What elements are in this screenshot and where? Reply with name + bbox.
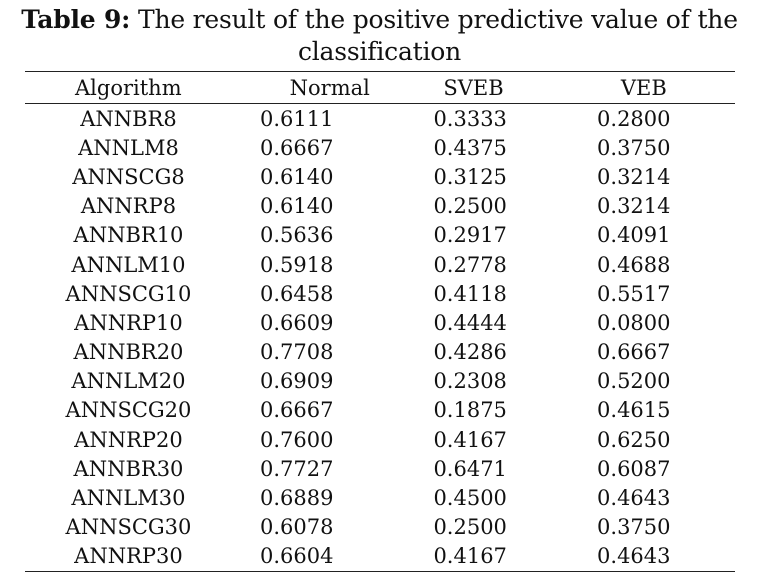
header-rule [25,103,735,104]
cell-normal: 0.6889 [259,486,334,511]
cell-sveb: 0.4167 [433,544,507,569]
cell-algorithm: ANNSCG8 [72,164,185,189]
cell-veb: 0.6087 [597,456,671,481]
cell-veb: 0.4643 [597,544,671,569]
cell-normal: 0.6111 [259,106,334,131]
cell-sveb: 0.2500 [433,515,507,540]
table-row: ANNRP10 0.6609 0.4444 0.0800 [25,308,735,337]
cell-sveb: 0.2500 [433,194,507,219]
cell-algorithm: ANNSCG30 [65,515,192,540]
cell-algorithm: ANNBR8 [80,106,177,131]
cell-sveb: 0.4444 [433,310,507,335]
cell-veb: 0.0800 [597,310,671,335]
cell-veb: 0.3214 [597,194,671,219]
cell-normal: 0.5636 [259,223,334,248]
cell-algorithm: ANNRP30 [74,544,183,569]
cell-sveb: 0.2778 [433,252,507,277]
cell-sveb: 0.3333 [433,106,507,131]
cell-sveb: 0.4167 [433,427,507,452]
cell-sveb: 0.4118 [433,281,507,306]
results-table: Algorithm Normal SVEB VEB ANNBR8 0.6111 0.… [25,71,735,572]
cell-normal: 0.6909 [259,369,334,394]
table-row: ANNLM30 0.6889 0.4500 0.4643 [25,483,735,512]
cell-normal: 0.6140 [259,164,334,189]
table-header-row: Algorithm Normal SVEB VEB [25,72,735,103]
cell-algorithm: ANNLM30 [71,486,186,511]
cell-veb: 0.6250 [597,427,671,452]
table-row: ANNSCG20 0.6667 0.1875 0.4615 [25,396,735,425]
column-header-normal: Normal [289,75,370,100]
cell-veb: 0.3750 [597,515,671,540]
cell-normal: 0.6140 [259,194,334,219]
cell-normal: 0.5918 [259,252,334,277]
cell-normal: 0.6078 [259,515,334,540]
cell-algorithm: ANNRP10 [74,310,183,335]
column-header-algorithm: Algorithm [75,75,182,100]
caption-text: The result of the positive predictive va… [130,5,738,66]
cell-algorithm: ANNRP20 [74,427,183,452]
table-row: ANNRP30 0.6604 0.4167 0.4643 [25,542,735,571]
table-row: ANNBR10 0.5636 0.2917 0.4091 [25,221,735,250]
cell-sveb: 0.4286 [433,340,507,365]
top-rule [25,71,735,72]
cell-veb: 0.2800 [597,106,671,131]
table-row: ANNSCG8 0.6140 0.3125 0.3214 [25,162,735,191]
table-body: ANNBR8 0.6111 0.3333 0.2800 ANNLM8 0.6667 0.43… [25,104,735,571]
cell-veb: 0.4688 [597,252,671,277]
table-row: ANNRP8 0.6140 0.2500 0.3214 [25,192,735,221]
table-row: ANNSCG30 0.6078 0.2500 0.3750 [25,513,735,542]
cell-algorithm: ANNBR20 [73,340,184,365]
column-header-veb: VEB [620,75,667,100]
table-row: ANNBR20 0.7708 0.4286 0.6667 [25,338,735,367]
table-row: ANNLM8 0.6667 0.4375 0.3750 [25,133,735,162]
table-row: ANNBR8 0.6111 0.3333 0.2800 [25,104,735,133]
cell-veb: 0.4091 [597,223,671,248]
column-header-sveb: SVEB [443,75,504,100]
table-row: ANNBR30 0.7727 0.6471 0.6087 [25,454,735,483]
cell-veb: 0.5200 [597,369,671,394]
cell-normal: 0.6667 [259,135,334,160]
cell-sveb: 0.6471 [433,456,507,481]
cell-veb: 0.4615 [597,398,671,423]
cell-normal: 0.7727 [259,456,334,481]
cell-algorithm: ANNLM10 [71,252,186,277]
cell-sveb: 0.1875 [433,398,507,423]
bottom-rule [25,571,735,572]
cell-sveb: 0.3125 [433,164,507,189]
cell-normal: 0.6609 [259,310,334,335]
table-row: ANNLM10 0.5918 0.2778 0.4688 [25,250,735,279]
cell-veb: 0.5517 [597,281,671,306]
cell-veb: 0.6667 [597,340,671,365]
cell-veb: 0.3750 [597,135,671,160]
cell-sveb: 0.4375 [433,135,507,160]
cell-algorithm: ANNSCG10 [65,281,192,306]
cell-normal: 0.6458 [259,281,334,306]
table-caption: Table 9: The result of the positive pred… [0,4,759,68]
table-row: ANNSCG10 0.6458 0.4118 0.5517 [25,279,735,308]
cell-algorithm: ANNBR30 [73,456,184,481]
cell-veb: 0.4643 [597,486,671,511]
cell-algorithm: ANNSCG20 [65,398,192,423]
cell-algorithm: ANNLM20 [71,369,186,394]
cell-normal: 0.6667 [259,398,334,423]
table-row: ANNLM20 0.6909 0.2308 0.5200 [25,367,735,396]
cell-sveb: 0.2917 [433,223,507,248]
cell-normal: 0.7600 [259,427,334,452]
cell-algorithm: ANNRP8 [80,194,177,219]
cell-sveb: 0.2308 [433,369,507,394]
table-row: ANNRP20 0.7600 0.4167 0.6250 [25,425,735,454]
cell-normal: 0.6604 [259,544,334,569]
cell-normal: 0.7708 [259,340,334,365]
cell-algorithm: ANNBR10 [73,223,184,248]
cell-veb: 0.3214 [597,164,671,189]
cell-sveb: 0.4500 [433,486,507,511]
cell-algorithm: ANNLM8 [78,135,179,160]
caption-label: Table 9: [21,5,131,34]
